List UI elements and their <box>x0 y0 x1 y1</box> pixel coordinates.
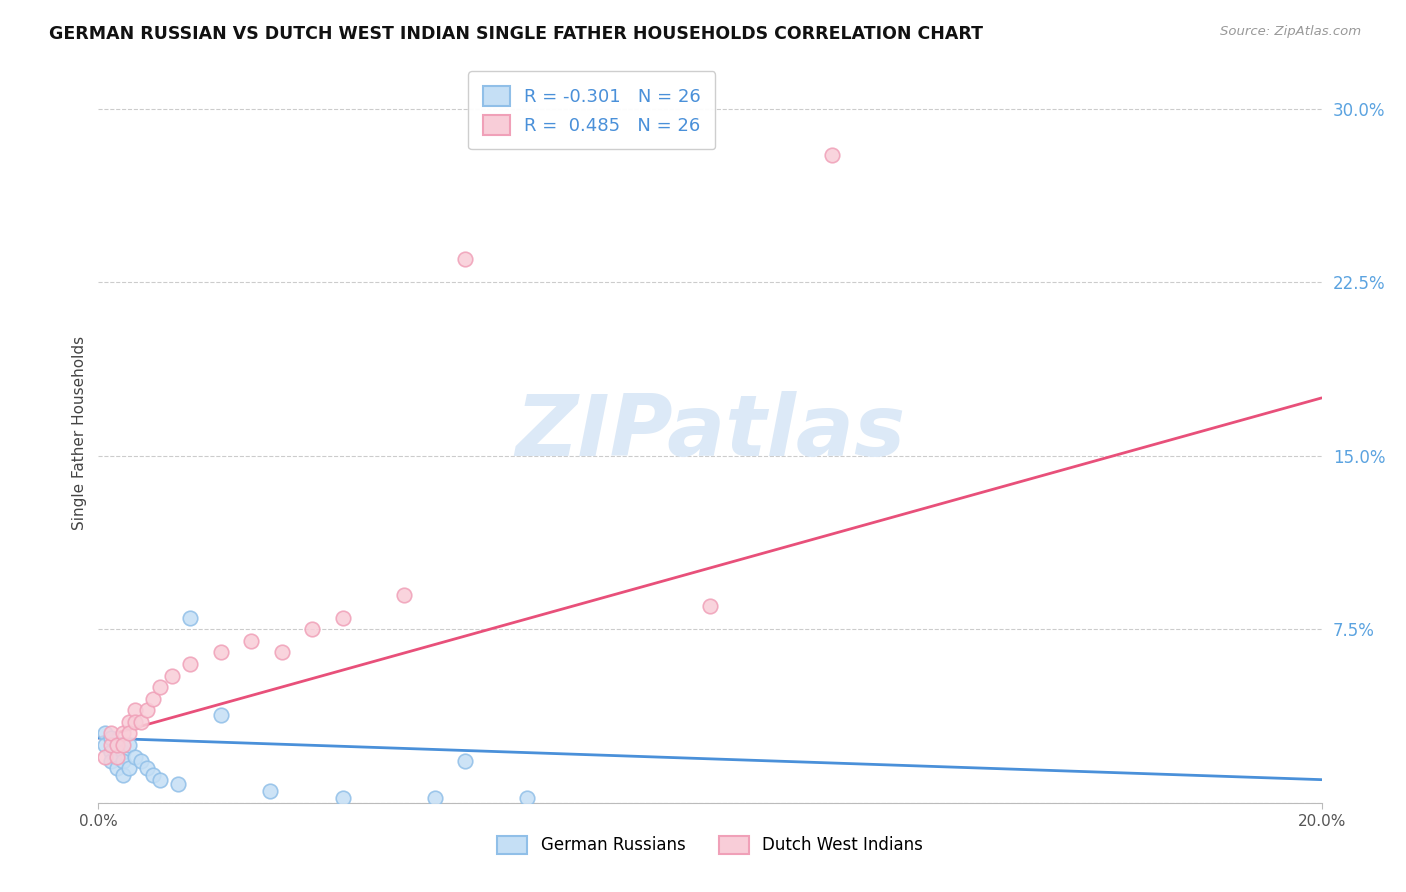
Point <box>111 726 134 740</box>
Point <box>93 726 115 740</box>
Point <box>111 745 134 759</box>
Point <box>136 761 159 775</box>
Point <box>332 791 354 805</box>
Point <box>142 691 165 706</box>
Point <box>124 703 146 717</box>
Point <box>105 738 128 752</box>
Point <box>270 645 292 659</box>
Point <box>100 738 122 752</box>
Point <box>392 588 416 602</box>
Point <box>423 791 446 805</box>
Text: Source: ZipAtlas.com: Source: ZipAtlas.com <box>1220 25 1361 38</box>
Point <box>111 754 134 768</box>
Point <box>93 749 115 764</box>
Point <box>105 738 128 752</box>
Point <box>129 714 152 729</box>
Point <box>100 726 122 740</box>
Point <box>209 707 232 722</box>
Point <box>149 772 172 787</box>
Legend: German Russians, Dutch West Indians: German Russians, Dutch West Indians <box>491 829 929 861</box>
Point <box>136 703 159 717</box>
Point <box>821 148 844 162</box>
Point <box>124 714 146 729</box>
Point <box>100 731 122 745</box>
Point <box>105 749 128 764</box>
Point <box>105 761 128 775</box>
Point <box>105 749 128 764</box>
Point <box>699 599 721 614</box>
Point <box>93 738 115 752</box>
Text: ZIPatlas: ZIPatlas <box>515 391 905 475</box>
Point <box>111 768 134 782</box>
Point <box>179 657 201 671</box>
Point <box>454 754 477 768</box>
Point <box>454 252 477 266</box>
Point <box>100 754 122 768</box>
Point <box>118 714 141 729</box>
Point <box>118 738 141 752</box>
Point <box>167 777 190 791</box>
Point <box>142 768 165 782</box>
Point <box>118 726 141 740</box>
Point <box>516 791 538 805</box>
Point <box>149 680 172 694</box>
Y-axis label: Single Father Households: Single Father Households <box>72 335 87 530</box>
Point <box>129 754 152 768</box>
Point <box>124 749 146 764</box>
Point <box>160 668 183 682</box>
Point <box>259 784 281 798</box>
Point <box>111 738 134 752</box>
Point <box>100 745 122 759</box>
Point <box>240 633 263 648</box>
Point <box>209 645 232 659</box>
Point <box>179 611 201 625</box>
Point <box>118 761 141 775</box>
Text: GERMAN RUSSIAN VS DUTCH WEST INDIAN SINGLE FATHER HOUSEHOLDS CORRELATION CHART: GERMAN RUSSIAN VS DUTCH WEST INDIAN SING… <box>49 25 983 43</box>
Point <box>332 611 354 625</box>
Point <box>301 622 323 636</box>
